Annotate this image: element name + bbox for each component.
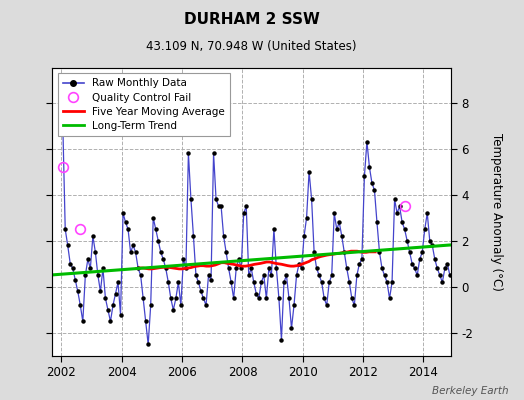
Text: Berkeley Earth: Berkeley Earth xyxy=(432,386,508,396)
Text: 43.109 N, 70.948 W (United States): 43.109 N, 70.948 W (United States) xyxy=(146,40,357,53)
Text: DURHAM 2 SSW: DURHAM 2 SSW xyxy=(183,12,320,27)
Y-axis label: Temperature Anomaly (°C): Temperature Anomaly (°C) xyxy=(489,133,503,291)
Legend: Raw Monthly Data, Quality Control Fail, Five Year Moving Average, Long-Term Tren: Raw Monthly Data, Quality Control Fail, … xyxy=(58,73,230,136)
